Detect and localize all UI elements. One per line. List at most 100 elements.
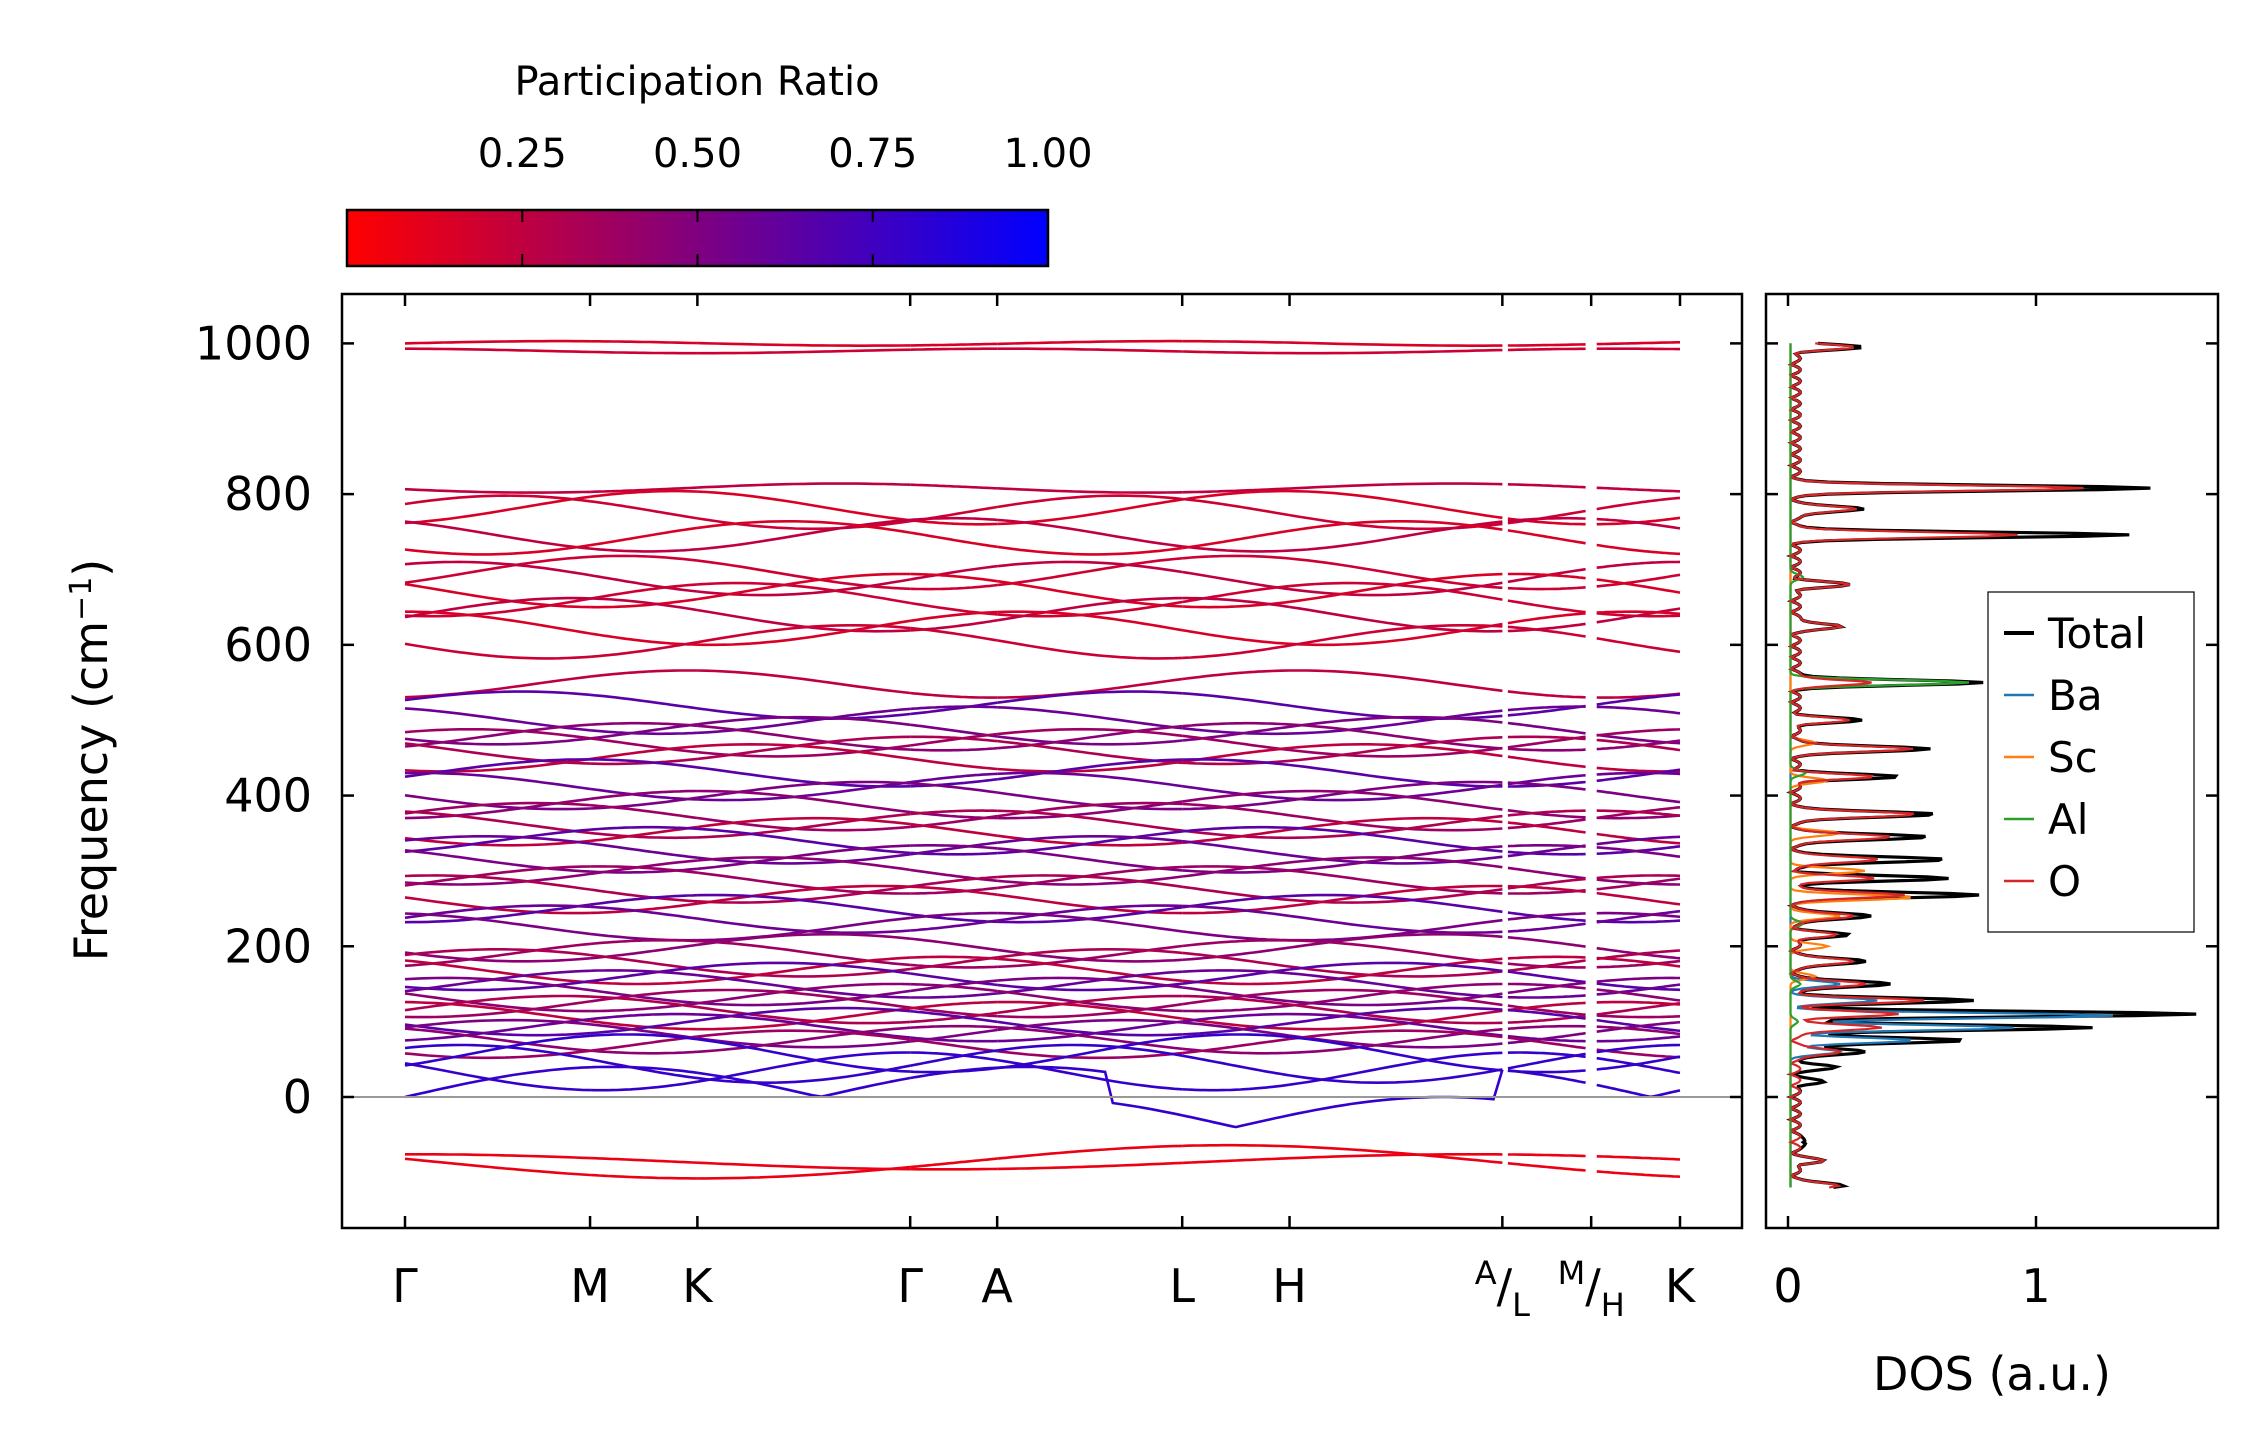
band-line xyxy=(589,547,698,553)
band-line xyxy=(589,573,698,593)
band-line xyxy=(997,976,1183,989)
band-line xyxy=(1289,780,1503,802)
band-line xyxy=(1289,482,1503,490)
band-line xyxy=(1289,715,1503,729)
legend-label-sc: Sc xyxy=(2048,733,2098,782)
band-line xyxy=(1182,1033,1290,1039)
band-line xyxy=(1181,1113,1290,1129)
band-line xyxy=(1182,990,1290,1006)
band-line xyxy=(697,520,911,534)
band-line xyxy=(697,619,911,647)
band-line xyxy=(1596,1025,1681,1036)
band-line xyxy=(1182,339,1290,344)
band-line xyxy=(589,632,698,646)
band-line xyxy=(589,831,698,840)
band-line xyxy=(1289,1051,1503,1086)
band-line xyxy=(1289,1069,1504,1117)
band-line xyxy=(590,721,698,728)
band-line xyxy=(1289,1035,1503,1072)
band-line xyxy=(1507,586,1586,591)
band-line xyxy=(1596,891,1681,906)
band-line xyxy=(1182,1143,1290,1148)
band-line xyxy=(589,842,698,859)
band-line xyxy=(1182,946,1290,962)
band-line xyxy=(1182,951,1290,968)
band-line xyxy=(910,822,998,837)
band-line xyxy=(910,982,998,993)
band-line xyxy=(910,1038,998,1053)
band-line xyxy=(1596,846,1681,858)
y-tick-label: 600 xyxy=(224,618,312,672)
band-line xyxy=(1182,554,1290,560)
band-line xyxy=(1289,622,1503,647)
band-line xyxy=(996,639,1183,660)
band-line xyxy=(910,519,998,526)
band-line xyxy=(1596,911,1681,919)
band-line xyxy=(997,800,1183,820)
band-line xyxy=(1289,1145,1503,1164)
band-line xyxy=(997,970,1183,995)
band-line xyxy=(1182,994,1290,1006)
band-line xyxy=(910,1000,998,1010)
dos-x-tick-label: 0 xyxy=(1773,1259,1802,1313)
band-line xyxy=(1182,969,1290,975)
band-line xyxy=(997,847,1183,872)
band-line xyxy=(590,757,698,766)
band-line xyxy=(1596,578,1681,594)
band-line xyxy=(590,1080,698,1092)
band-line xyxy=(1289,581,1503,601)
legend-label-ba: Ba xyxy=(2048,671,2103,720)
band-line xyxy=(910,583,998,591)
band-line xyxy=(590,597,698,612)
legend-label-al: Al xyxy=(2048,795,2088,844)
band-line xyxy=(1596,959,1681,969)
band-line xyxy=(1182,628,1290,646)
band-line xyxy=(1507,572,1586,580)
band-line xyxy=(1596,1002,1681,1016)
band-line xyxy=(404,339,591,345)
band-line xyxy=(1289,1003,1503,1025)
band-line xyxy=(1596,728,1681,737)
legend-frame xyxy=(1987,591,2195,933)
band-line xyxy=(1596,877,1681,891)
band-line xyxy=(1507,959,1586,973)
band-line xyxy=(997,706,1183,730)
band-line xyxy=(404,951,591,963)
band-line xyxy=(997,610,1183,632)
band-line xyxy=(1507,690,1586,699)
band-line xyxy=(997,1018,1183,1032)
band-line xyxy=(1507,1162,1586,1172)
y-tick-label: 400 xyxy=(224,769,312,823)
band-line xyxy=(590,340,698,345)
band-line xyxy=(697,932,911,947)
x-tick-label: A/L xyxy=(1475,1254,1530,1324)
band-line xyxy=(910,885,998,896)
band-line xyxy=(1596,976,1680,983)
band-line xyxy=(1182,489,1290,501)
band-line xyxy=(1182,825,1290,833)
band-line xyxy=(404,992,591,1013)
band-line xyxy=(404,1066,591,1099)
band-line xyxy=(997,735,1183,746)
band-line xyxy=(997,809,1183,832)
band-line xyxy=(589,953,698,971)
band-line xyxy=(1182,596,1290,609)
band-line xyxy=(589,988,698,1005)
band-line xyxy=(1182,869,1290,874)
band-line xyxy=(910,483,998,490)
colorbar-tick-label: 1.00 xyxy=(1003,131,1092,177)
band-line xyxy=(404,904,591,920)
band-line xyxy=(404,1000,591,1019)
band-line xyxy=(697,856,911,872)
band-line xyxy=(997,957,1183,983)
band-line xyxy=(997,1020,1183,1043)
band-line xyxy=(997,904,1183,922)
band-line xyxy=(1289,1006,1503,1025)
band-line xyxy=(697,1026,911,1054)
band-line xyxy=(1596,956,1681,968)
dos-curve-al xyxy=(1789,343,1970,1188)
band-line xyxy=(1182,692,1290,707)
band-line xyxy=(997,1144,1183,1160)
band-line xyxy=(404,976,591,992)
band-line xyxy=(1596,1155,1681,1161)
